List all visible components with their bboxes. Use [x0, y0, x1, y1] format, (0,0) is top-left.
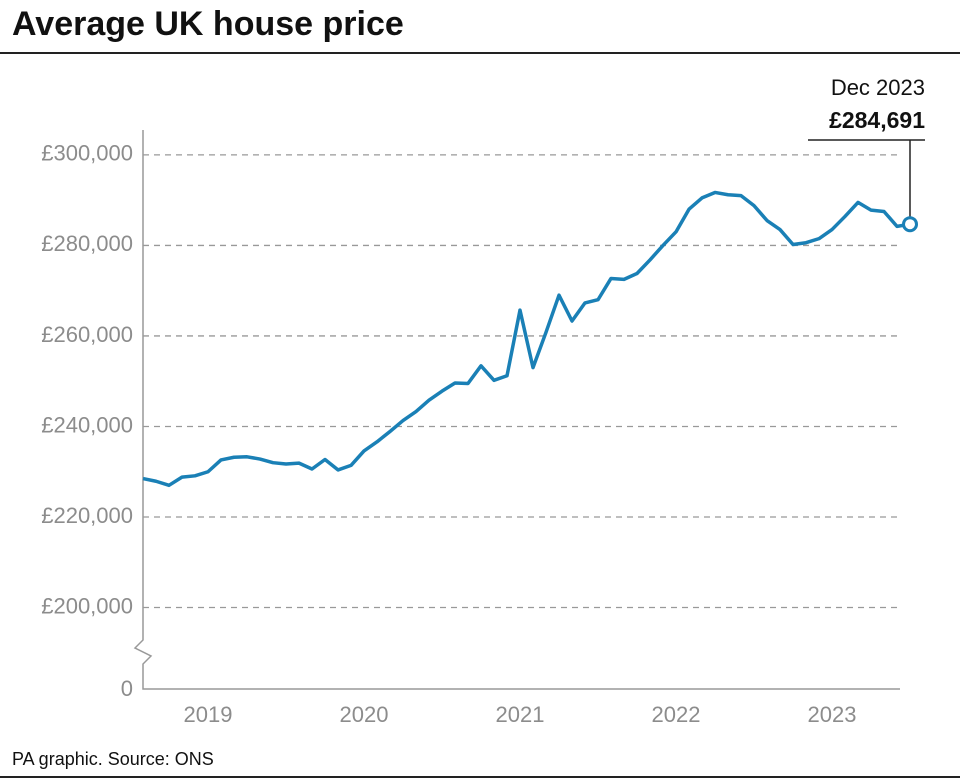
- y-axis: [133, 130, 900, 690]
- y-break-label: 0: [121, 676, 133, 701]
- y-tick-label: £300,000: [41, 141, 133, 166]
- y-tick-label: £220,000: [41, 503, 133, 528]
- x-tick-label: 2023: [808, 702, 857, 727]
- y-tick-label: £260,000: [41, 322, 133, 347]
- x-tick-label: 2020: [340, 702, 389, 727]
- end-point: [902, 216, 918, 233]
- price-line: [142, 190, 911, 488]
- chart-title: Average UK house price: [12, 5, 404, 43]
- y-tick-label: £200,000: [41, 593, 133, 618]
- annotation-date: Dec 2023: [831, 75, 925, 100]
- x-tick-label: 2022: [652, 702, 701, 727]
- x-tick-label: 2019: [184, 702, 233, 727]
- y-tick-label: £280,000: [41, 231, 133, 256]
- value-label: £284,691: [829, 107, 925, 133]
- source: PA graphic. Source: ONS: [12, 749, 214, 769]
- x-tick-label: 2021: [496, 702, 545, 727]
- y-tick-label: £240,000: [41, 412, 133, 437]
